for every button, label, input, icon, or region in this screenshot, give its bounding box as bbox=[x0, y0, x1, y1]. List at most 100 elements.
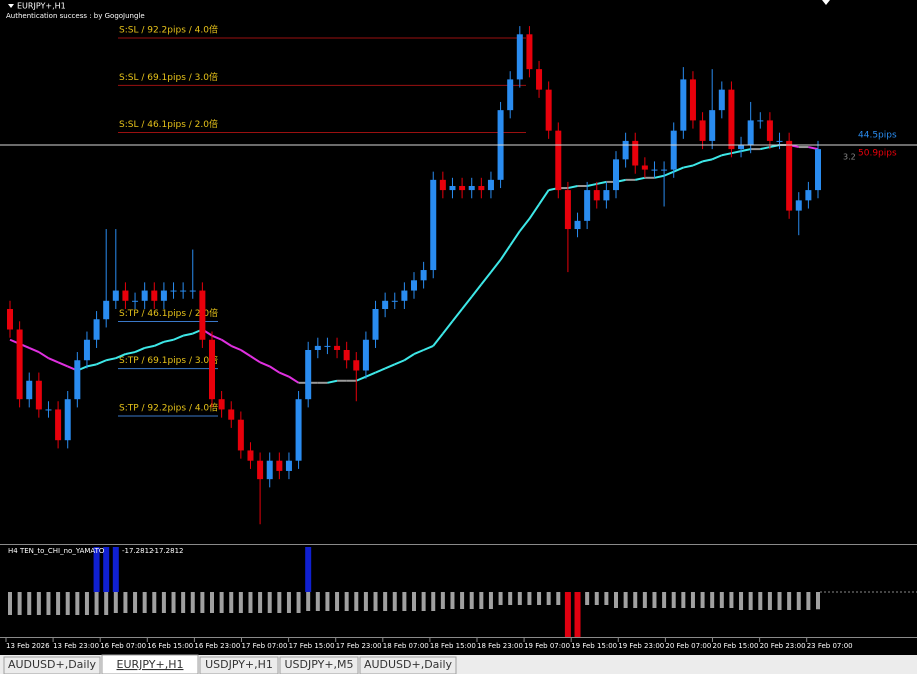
histogram-bar bbox=[8, 592, 12, 615]
candle-body bbox=[459, 186, 466, 191]
histogram-bar bbox=[325, 592, 330, 611]
level-label: S:TP / 46.1pips / 2.0倍 bbox=[119, 307, 218, 319]
histogram-bar bbox=[767, 592, 772, 610]
moving-average bbox=[654, 174, 665, 179]
time-label: 19 Feb 07:00 bbox=[524, 642, 570, 650]
histogram-bar bbox=[739, 592, 744, 610]
moving-average bbox=[509, 230, 521, 247]
candle-body bbox=[35, 380, 42, 410]
candle-body bbox=[699, 120, 706, 141]
candle-body bbox=[74, 360, 81, 400]
candle-body bbox=[439, 179, 446, 191]
time-label: 13 Feb 23:00 bbox=[53, 642, 99, 650]
indicator-readout: -17.2812 bbox=[152, 547, 183, 555]
menu-arrow[interactable] bbox=[8, 4, 14, 8]
moving-average bbox=[760, 146, 771, 151]
candle-body bbox=[83, 339, 90, 361]
histogram-bar bbox=[633, 592, 638, 608]
histogram-bar bbox=[460, 592, 465, 609]
time-label: 13 Feb 2026 bbox=[6, 642, 50, 650]
tab-label[interactable]: AUDUSD+,Daily bbox=[364, 658, 453, 671]
candle-body bbox=[160, 290, 167, 301]
candle-body bbox=[641, 165, 648, 170]
moving-average bbox=[692, 160, 703, 167]
candle-body bbox=[285, 460, 292, 471]
moving-average bbox=[221, 338, 232, 347]
candle-body bbox=[766, 120, 773, 141]
histogram-bar bbox=[181, 592, 186, 613]
candle-body bbox=[805, 190, 812, 201]
candle-body bbox=[151, 290, 158, 301]
moving-average bbox=[182, 332, 193, 337]
histogram-bar bbox=[623, 592, 628, 608]
time-label: 20 Feb 07:00 bbox=[665, 642, 711, 650]
histogram-bar bbox=[113, 592, 118, 613]
histogram-bar bbox=[17, 592, 22, 615]
histogram-bar bbox=[219, 592, 224, 613]
histogram-bar bbox=[748, 592, 753, 610]
tab-label[interactable]: USDJPY+,H1 bbox=[205, 658, 273, 671]
candle-body bbox=[391, 300, 398, 302]
histogram-bar bbox=[56, 592, 61, 615]
candle-body bbox=[815, 149, 821, 191]
histogram-bar bbox=[431, 592, 436, 611]
tab[interactable] bbox=[199, 656, 279, 674]
histogram-bar bbox=[479, 592, 484, 609]
histogram-bar bbox=[94, 592, 99, 615]
candle-body bbox=[401, 290, 408, 301]
histogram-bar bbox=[363, 592, 368, 611]
moving-average bbox=[528, 203, 540, 220]
candle-body bbox=[362, 339, 369, 371]
moving-average bbox=[153, 340, 165, 347]
candle-body bbox=[622, 140, 629, 160]
candle-body bbox=[718, 89, 725, 111]
candle-body bbox=[478, 186, 485, 191]
candle-body bbox=[353, 360, 360, 371]
candle-body bbox=[430, 179, 437, 271]
time-label: 19 Feb 23:00 bbox=[618, 642, 664, 650]
tab[interactable] bbox=[3, 656, 101, 674]
moving-average bbox=[28, 347, 40, 353]
moving-average bbox=[211, 334, 223, 341]
tab-label[interactable]: AUDUSD+,Daily bbox=[8, 658, 97, 671]
moving-average bbox=[355, 375, 367, 382]
tab[interactable] bbox=[279, 656, 359, 674]
moving-average bbox=[365, 371, 376, 378]
tab-label[interactable]: USDJPY+,M5 bbox=[284, 658, 353, 671]
histogram-bar bbox=[277, 592, 282, 613]
histogram-bar bbox=[556, 592, 561, 605]
tab-label[interactable]: EURJPY+,H1 bbox=[117, 658, 184, 671]
signal-bar bbox=[93, 547, 100, 592]
candle-body bbox=[449, 186, 456, 191]
moving-average bbox=[596, 180, 607, 185]
tab[interactable] bbox=[101, 654, 199, 674]
moving-average bbox=[480, 271, 492, 286]
histogram-bar bbox=[161, 592, 166, 613]
moving-average bbox=[683, 164, 694, 169]
candle-body bbox=[564, 190, 571, 230]
moving-average bbox=[144, 344, 155, 349]
histogram-bar bbox=[642, 592, 647, 608]
histogram-bar bbox=[402, 592, 407, 611]
candle-body bbox=[189, 290, 196, 292]
tab[interactable] bbox=[359, 656, 457, 674]
candle-body bbox=[757, 120, 764, 122]
time-label: 20 Feb 15:00 bbox=[713, 642, 759, 650]
moving-average bbox=[499, 244, 512, 261]
histogram-bar bbox=[258, 592, 263, 613]
moving-average bbox=[48, 357, 59, 364]
histogram-bar bbox=[594, 592, 599, 605]
candle-body bbox=[276, 460, 283, 471]
histogram-bar bbox=[652, 592, 657, 608]
histogram-bar bbox=[700, 592, 705, 608]
moving-average bbox=[702, 158, 713, 163]
histogram-bar bbox=[84, 592, 89, 615]
candle-body bbox=[228, 409, 235, 420]
moving-average bbox=[105, 357, 117, 362]
candle-body bbox=[334, 345, 341, 350]
histogram-bar bbox=[614, 592, 618, 608]
moving-average bbox=[451, 308, 463, 322]
histogram-bar bbox=[777, 592, 782, 610]
moving-average bbox=[413, 349, 425, 356]
